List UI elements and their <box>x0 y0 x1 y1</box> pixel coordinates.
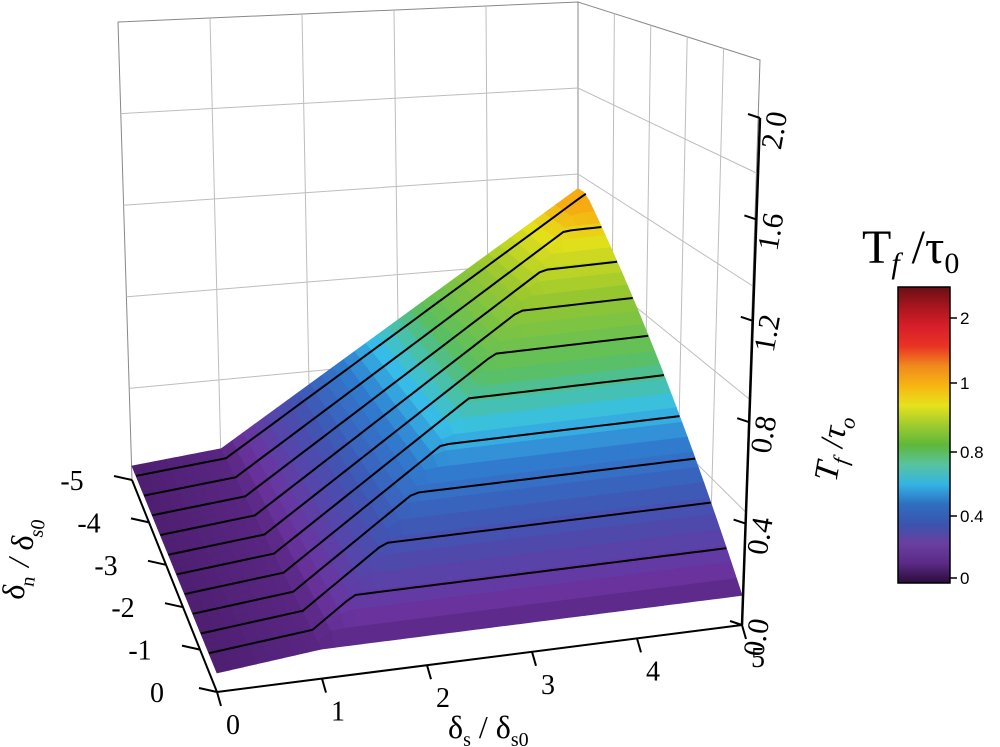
x-tick-label: 1 <box>331 697 345 728</box>
svg-text:δn / δs0: δn / δs0 <box>0 514 50 603</box>
x-axis-title: δs / δs0 <box>448 709 529 747</box>
grid-line <box>123 173 754 287</box>
y-tick <box>164 602 184 609</box>
x-axis-line <box>216 624 743 693</box>
y-axis-line <box>131 479 218 693</box>
contour-line <box>168 334 649 556</box>
z-tick <box>740 315 754 322</box>
svg-text:0.8: 0.8 <box>744 413 783 456</box>
z-tick-label: 1.6 <box>752 210 791 253</box>
contour-line <box>176 374 665 576</box>
contour-line <box>152 260 618 517</box>
y-tick-label: -2 <box>111 593 134 624</box>
surface-cell <box>722 578 743 598</box>
surface-mesh <box>131 188 743 674</box>
z-tick-label: 0.8 <box>744 413 783 456</box>
svg-text:2.0: 2.0 <box>755 109 794 152</box>
x-tick-label: 4 <box>646 656 660 687</box>
axes: 0 1 2 3 4 5 0 -1 -2 -3 -4 -5 0.0 0.4 0.8 1.2 1.6 2.0 <box>60 109 794 741</box>
y-tick-label: -3 <box>94 551 117 582</box>
contour-line <box>192 457 696 615</box>
z-axis-line <box>740 117 762 626</box>
colorbar-gradient <box>897 286 951 584</box>
svg-text:0.0: 0.0 <box>737 616 776 659</box>
z-tick <box>729 620 743 626</box>
svg-text:1.6: 1.6 <box>752 210 791 253</box>
colorbar-tick-label: 0 <box>960 569 969 588</box>
svg-text:Tf /τo: Tf /τo <box>808 412 861 484</box>
z-tick-label: 0.0 <box>737 616 776 659</box>
y-tick <box>198 687 218 693</box>
colorbar-tick-label: 0.8 <box>960 443 984 462</box>
z-tick-label: 2.0 <box>755 109 794 152</box>
colorbar-tick-label: 1 <box>960 374 969 393</box>
colorbar-ticks: 0 0.4 0.8 1 2 <box>950 309 984 588</box>
y-tick <box>147 559 167 566</box>
x-tick <box>426 664 432 680</box>
x-tick-label: 2 <box>436 683 450 714</box>
y-tick-label: -1 <box>128 636 151 667</box>
z-tick <box>733 518 746 525</box>
colorbar-tick-label: 0.4 <box>960 507 984 526</box>
contour-line <box>160 296 633 536</box>
contour-lines <box>135 192 727 655</box>
x-tick <box>321 678 327 693</box>
y-tick-label: 0 <box>150 678 164 709</box>
z-axis-title: Tf /τo <box>808 412 861 484</box>
y-tick <box>113 475 133 481</box>
contour-line <box>143 225 602 497</box>
x-tick-label: 3 <box>541 670 555 701</box>
x-tick-label: 5 <box>751 643 765 674</box>
svg-text:1.2: 1.2 <box>748 312 787 355</box>
z-tick-label: 0.4 <box>741 515 780 558</box>
z-tick <box>744 214 757 221</box>
contour-line <box>208 547 727 655</box>
z-tick <box>747 113 761 119</box>
contour-line <box>200 501 711 635</box>
colorbar-title: Tf /τ0 <box>862 221 959 280</box>
y-axis-title: δn / δs0 <box>0 514 50 603</box>
x-tick <box>741 624 747 640</box>
x-tick <box>216 691 222 707</box>
x-tick-label: 0 <box>226 710 240 741</box>
svg-text:0.4: 0.4 <box>741 515 780 558</box>
colorbar-tick-label: 2 <box>960 309 969 328</box>
colorbar: Tf /τ0 0 0.4 0.8 1 2 <box>862 221 984 588</box>
x-tick <box>531 651 537 667</box>
z-tick-label: 1.2 <box>748 312 787 355</box>
y-tick-label: -5 <box>60 466 83 497</box>
y-tick <box>130 517 150 524</box>
grid-line <box>120 87 757 174</box>
contour-line <box>135 192 587 477</box>
grid-line <box>209 17 222 471</box>
y-tick-label: -4 <box>77 508 100 539</box>
y-tick <box>181 644 201 651</box>
z-tick <box>736 417 750 424</box>
x-tick <box>636 638 642 653</box>
contour-line <box>184 415 680 596</box>
svg-text:δs / δs0: δs / δs0 <box>448 709 529 747</box>
grid-line <box>708 48 725 587</box>
